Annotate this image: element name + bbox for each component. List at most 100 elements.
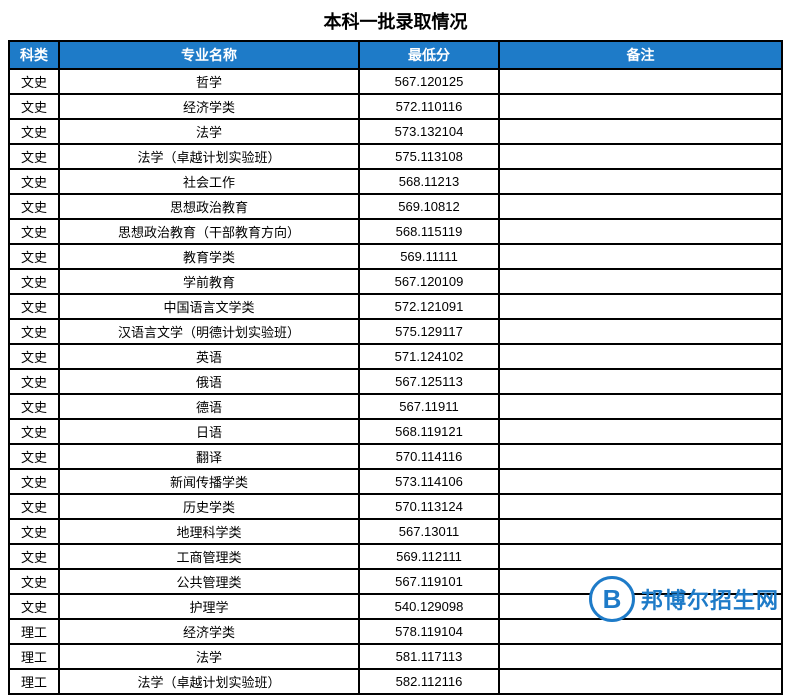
table-cell: 理工 xyxy=(9,669,59,694)
table-cell: 文史 xyxy=(9,169,59,194)
table-cell: 文史 xyxy=(9,444,59,469)
table-cell: 思想政治教育（干部教育方向） xyxy=(59,219,359,244)
table-cell xyxy=(499,669,782,694)
table-cell xyxy=(499,169,782,194)
table-row: 文史英语571.124102 xyxy=(9,344,782,369)
table-cell: 文史 xyxy=(9,194,59,219)
table-cell xyxy=(499,519,782,544)
table-cell xyxy=(499,319,782,344)
table-cell: 568.115119 xyxy=(359,219,499,244)
table-cell: 历史学类 xyxy=(59,494,359,519)
table-cell: 法学（卓越计划实验班） xyxy=(59,669,359,694)
table-cell xyxy=(499,294,782,319)
table-cell: 公共管理类 xyxy=(59,569,359,594)
table-row: 文史历史学类570.113124 xyxy=(9,494,782,519)
table-cell xyxy=(499,394,782,419)
table-cell: 中国语言文学类 xyxy=(59,294,359,319)
table-cell: 567.120109 xyxy=(359,269,499,294)
table-cell xyxy=(499,119,782,144)
table-row: 文史经济学类572.110116 xyxy=(9,94,782,119)
table-cell: 567.119101 xyxy=(359,569,499,594)
table-cell: 文史 xyxy=(9,94,59,119)
table-cell: 567.120125 xyxy=(359,69,499,94)
table-cell: 思想政治教育 xyxy=(59,194,359,219)
table-row: 文史哲学567.120125 xyxy=(9,69,782,94)
table-row: 文史新闻传播学类573.114106 xyxy=(9,469,782,494)
table-cell: 理工 xyxy=(9,644,59,669)
table-cell xyxy=(499,244,782,269)
table-cell: 文史 xyxy=(9,369,59,394)
table-cell: 569.10812 xyxy=(359,194,499,219)
table-cell: 575.113108 xyxy=(359,144,499,169)
table-cell: 570.113124 xyxy=(359,494,499,519)
table-cell xyxy=(499,619,782,644)
header-score: 最低分 xyxy=(359,41,499,69)
table-cell xyxy=(499,94,782,119)
table-row: 文史汉语言文学（明德计划实验班）575.129117 xyxy=(9,319,782,344)
table-cell: 578.119104 xyxy=(359,619,499,644)
table-cell: 文史 xyxy=(9,569,59,594)
header-category: 科类 xyxy=(9,41,59,69)
table-row: 文史德语567.11911 xyxy=(9,394,782,419)
table-cell: 文史 xyxy=(9,419,59,444)
table-cell: 567.13011 xyxy=(359,519,499,544)
table-cell: 经济学类 xyxy=(59,619,359,644)
table-cell xyxy=(499,69,782,94)
table-row: 文史学前教育567.120109 xyxy=(9,269,782,294)
table-cell: 翻译 xyxy=(59,444,359,469)
table-row: 文史日语568.119121 xyxy=(9,419,782,444)
table-cell xyxy=(499,419,782,444)
table-cell: 573.132104 xyxy=(359,119,499,144)
table-cell: 文史 xyxy=(9,494,59,519)
table-cell xyxy=(499,344,782,369)
table-cell: 文史 xyxy=(9,394,59,419)
watermark-logo-letter: B xyxy=(603,584,622,615)
table-cell: 文史 xyxy=(9,344,59,369)
table-row: 文史工商管理类569.112111 xyxy=(9,544,782,569)
table-cell xyxy=(499,269,782,294)
table-cell xyxy=(499,444,782,469)
table-cell xyxy=(499,644,782,669)
table-cell: 文史 xyxy=(9,519,59,544)
table-cell: 文史 xyxy=(9,244,59,269)
table-cell: 理工 xyxy=(9,619,59,644)
table-cell xyxy=(499,469,782,494)
header-note: 备注 xyxy=(499,41,782,69)
table-cell: 新闻传播学类 xyxy=(59,469,359,494)
table-row: 文史社会工作568.11213 xyxy=(9,169,782,194)
table-cell xyxy=(499,194,782,219)
header-major: 专业名称 xyxy=(59,41,359,69)
table-cell xyxy=(499,219,782,244)
table-cell: 文史 xyxy=(9,119,59,144)
table-cell: 法学 xyxy=(59,119,359,144)
table-row: 理工经济学类578.119104 xyxy=(9,619,782,644)
table-row: 文史思想政治教育（干部教育方向）568.115119 xyxy=(9,219,782,244)
table-cell: 540.129098 xyxy=(359,594,499,619)
table-row: 文史法学573.132104 xyxy=(9,119,782,144)
table-cell: 568.119121 xyxy=(359,419,499,444)
table-cell: 学前教育 xyxy=(59,269,359,294)
table-cell: 文史 xyxy=(9,544,59,569)
table-row: 文史俄语567.125113 xyxy=(9,369,782,394)
table-cell: 文史 xyxy=(9,294,59,319)
table-cell: 582.112116 xyxy=(359,669,499,694)
table-cell: 法学（卓越计划实验班） xyxy=(59,144,359,169)
table-cell: 地理科学类 xyxy=(59,519,359,544)
table-cell: 汉语言文学（明德计划实验班） xyxy=(59,319,359,344)
table-cell: 567.11911 xyxy=(359,394,499,419)
table-cell: 文史 xyxy=(9,594,59,619)
table-row: 文史教育学类569.11111 xyxy=(9,244,782,269)
table-row: 文史中国语言文学类572.121091 xyxy=(9,294,782,319)
table-cell: 573.114106 xyxy=(359,469,499,494)
table-row: 理工法学（卓越计划实验班）582.112116 xyxy=(9,669,782,694)
table-cell: 日语 xyxy=(59,419,359,444)
table-cell xyxy=(499,544,782,569)
table-cell: 护理学 xyxy=(59,594,359,619)
table-cell: 567.125113 xyxy=(359,369,499,394)
table-cell: 文史 xyxy=(9,219,59,244)
table-cell: 572.121091 xyxy=(359,294,499,319)
table-cell: 569.112111 xyxy=(359,544,499,569)
table-cell xyxy=(499,494,782,519)
table-cell: 570.114116 xyxy=(359,444,499,469)
watermark: B 邦博尔招生网 xyxy=(589,576,779,622)
